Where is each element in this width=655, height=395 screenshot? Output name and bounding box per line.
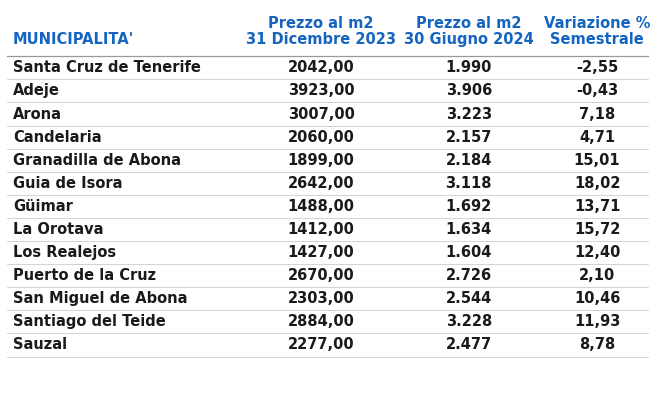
Text: 31 Dicembre 2023: 31 Dicembre 2023 xyxy=(246,32,396,47)
Text: Santiago del Teide: Santiago del Teide xyxy=(13,314,166,329)
Text: Santa Cruz de Tenerife: Santa Cruz de Tenerife xyxy=(13,60,201,75)
Text: Prezzo al m2: Prezzo al m2 xyxy=(269,16,374,31)
Text: 15,72: 15,72 xyxy=(574,222,620,237)
Text: 2303,00: 2303,00 xyxy=(288,291,354,306)
Text: 2.477: 2.477 xyxy=(445,337,492,352)
Text: 1.692: 1.692 xyxy=(445,199,492,214)
Text: 10,46: 10,46 xyxy=(574,291,620,306)
Text: -0,43: -0,43 xyxy=(576,83,618,98)
Text: Adeje: Adeje xyxy=(13,83,60,98)
Text: 4,71: 4,71 xyxy=(579,130,615,145)
Text: Arona: Arona xyxy=(13,107,62,122)
Text: 1427,00: 1427,00 xyxy=(288,245,354,260)
Text: 2670,00: 2670,00 xyxy=(288,268,354,283)
Text: 18,02: 18,02 xyxy=(574,176,620,191)
Text: Variazione %: Variazione % xyxy=(544,16,650,31)
Text: 2884,00: 2884,00 xyxy=(288,314,354,329)
Text: 2060,00: 2060,00 xyxy=(288,130,354,145)
Text: Semestrale: Semestrale xyxy=(550,32,644,47)
Text: 2642,00: 2642,00 xyxy=(288,176,354,191)
Text: 3007,00: 3007,00 xyxy=(288,107,354,122)
Text: 2.184: 2.184 xyxy=(445,153,492,168)
Text: San Miguel de Abona: San Miguel de Abona xyxy=(13,291,187,306)
Text: 3.906: 3.906 xyxy=(445,83,492,98)
Text: 3.118: 3.118 xyxy=(445,176,492,191)
Text: Prezzo al m2: Prezzo al m2 xyxy=(416,16,521,31)
Text: 8,78: 8,78 xyxy=(579,337,615,352)
Text: 3923,00: 3923,00 xyxy=(288,83,354,98)
Text: 2.726: 2.726 xyxy=(445,268,492,283)
Text: Los Realejos: Los Realejos xyxy=(13,245,116,260)
Text: 1.634: 1.634 xyxy=(445,222,492,237)
Text: MUNICIPALITA': MUNICIPALITA' xyxy=(13,32,134,47)
Text: 1488,00: 1488,00 xyxy=(288,199,354,214)
Text: 30 Giugno 2024: 30 Giugno 2024 xyxy=(404,32,534,47)
Text: 1.604: 1.604 xyxy=(445,245,492,260)
Text: 12,40: 12,40 xyxy=(574,245,620,260)
Text: Sauzal: Sauzal xyxy=(13,337,67,352)
Text: 1899,00: 1899,00 xyxy=(288,153,354,168)
Text: 2042,00: 2042,00 xyxy=(288,60,354,75)
Text: 2277,00: 2277,00 xyxy=(288,337,354,352)
Text: Granadilla de Abona: Granadilla de Abona xyxy=(13,153,181,168)
Text: 15,01: 15,01 xyxy=(574,153,620,168)
Text: 1.990: 1.990 xyxy=(445,60,492,75)
Text: 3.223: 3.223 xyxy=(445,107,492,122)
Text: Güimar: Güimar xyxy=(13,199,73,214)
Text: -2,55: -2,55 xyxy=(576,60,618,75)
Text: 13,71: 13,71 xyxy=(574,199,620,214)
Text: 11,93: 11,93 xyxy=(574,314,620,329)
Text: Puerto de la Cruz: Puerto de la Cruz xyxy=(13,268,156,283)
Text: 1412,00: 1412,00 xyxy=(288,222,354,237)
Text: Guia de Isora: Guia de Isora xyxy=(13,176,122,191)
Text: 2.157: 2.157 xyxy=(445,130,492,145)
Text: La Orotava: La Orotava xyxy=(13,222,103,237)
Text: 2,10: 2,10 xyxy=(579,268,615,283)
Text: Candelaria: Candelaria xyxy=(13,130,102,145)
Text: 2.544: 2.544 xyxy=(445,291,492,306)
Text: 7,18: 7,18 xyxy=(579,107,615,122)
Text: 3.228: 3.228 xyxy=(445,314,492,329)
